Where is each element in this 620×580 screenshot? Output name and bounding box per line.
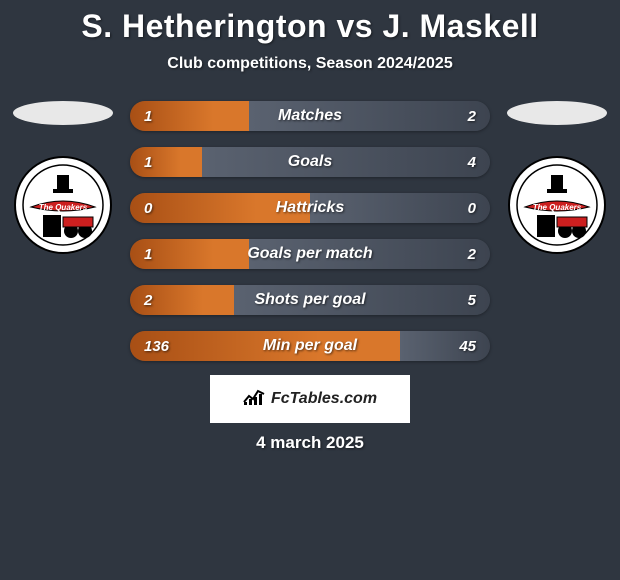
- stat-bar: 12Matches: [130, 101, 490, 131]
- bar-left-fill: [130, 239, 249, 269]
- stat-bar: 00Hattricks: [130, 193, 490, 223]
- bar-left-fill: [130, 101, 249, 131]
- bar-right-fill: [202, 147, 490, 177]
- stat-bar: 12Goals per match: [130, 239, 490, 269]
- brand-text: FcTables.com: [271, 390, 377, 408]
- chart-icon: [243, 388, 265, 411]
- bar-right-fill: [234, 285, 490, 315]
- club-crest-left: The Quakers: [13, 155, 113, 265]
- stat-bar: 13645Min per goal: [130, 331, 490, 361]
- stat-bars: 12Matches 14Goals 00Hattricks 12Goals per m…: [130, 101, 490, 361]
- stat-bar: 25Shots per goal: [130, 285, 490, 315]
- bar-left-fill: [130, 193, 310, 223]
- left-player-col: The Quakers: [8, 101, 118, 265]
- comparison-row: The Quakers 12Matches14Goals00Hattricks1…: [0, 101, 620, 361]
- date: 4 march 2025: [0, 433, 620, 453]
- bar-right-fill: [249, 239, 490, 269]
- stat-bar: 14Goals: [130, 147, 490, 177]
- bar-left-fill: [130, 147, 202, 177]
- bar-left-fill: [130, 285, 234, 315]
- svg-text:The Quakers: The Quakers: [533, 203, 582, 212]
- svg-text:The Quakers: The Quakers: [39, 203, 88, 212]
- bar-right-fill: [310, 193, 490, 223]
- page-title: S. Hetherington vs J. Maskell: [0, 8, 620, 45]
- bar-left-fill: [130, 331, 400, 361]
- club-crest-right: The Quakers: [507, 155, 607, 265]
- subtitle: Club competitions, Season 2024/2025: [0, 55, 620, 73]
- bar-right-fill: [249, 101, 490, 131]
- player-photo-placeholder-left: [13, 101, 113, 125]
- brand-badge: FcTables.com: [210, 375, 410, 423]
- right-player-col: The Quakers: [502, 101, 612, 265]
- root: S. Hetherington vs J. Maskell Club compe…: [0, 0, 620, 453]
- player-photo-placeholder-right: [507, 101, 607, 125]
- bar-right-fill: [400, 331, 490, 361]
